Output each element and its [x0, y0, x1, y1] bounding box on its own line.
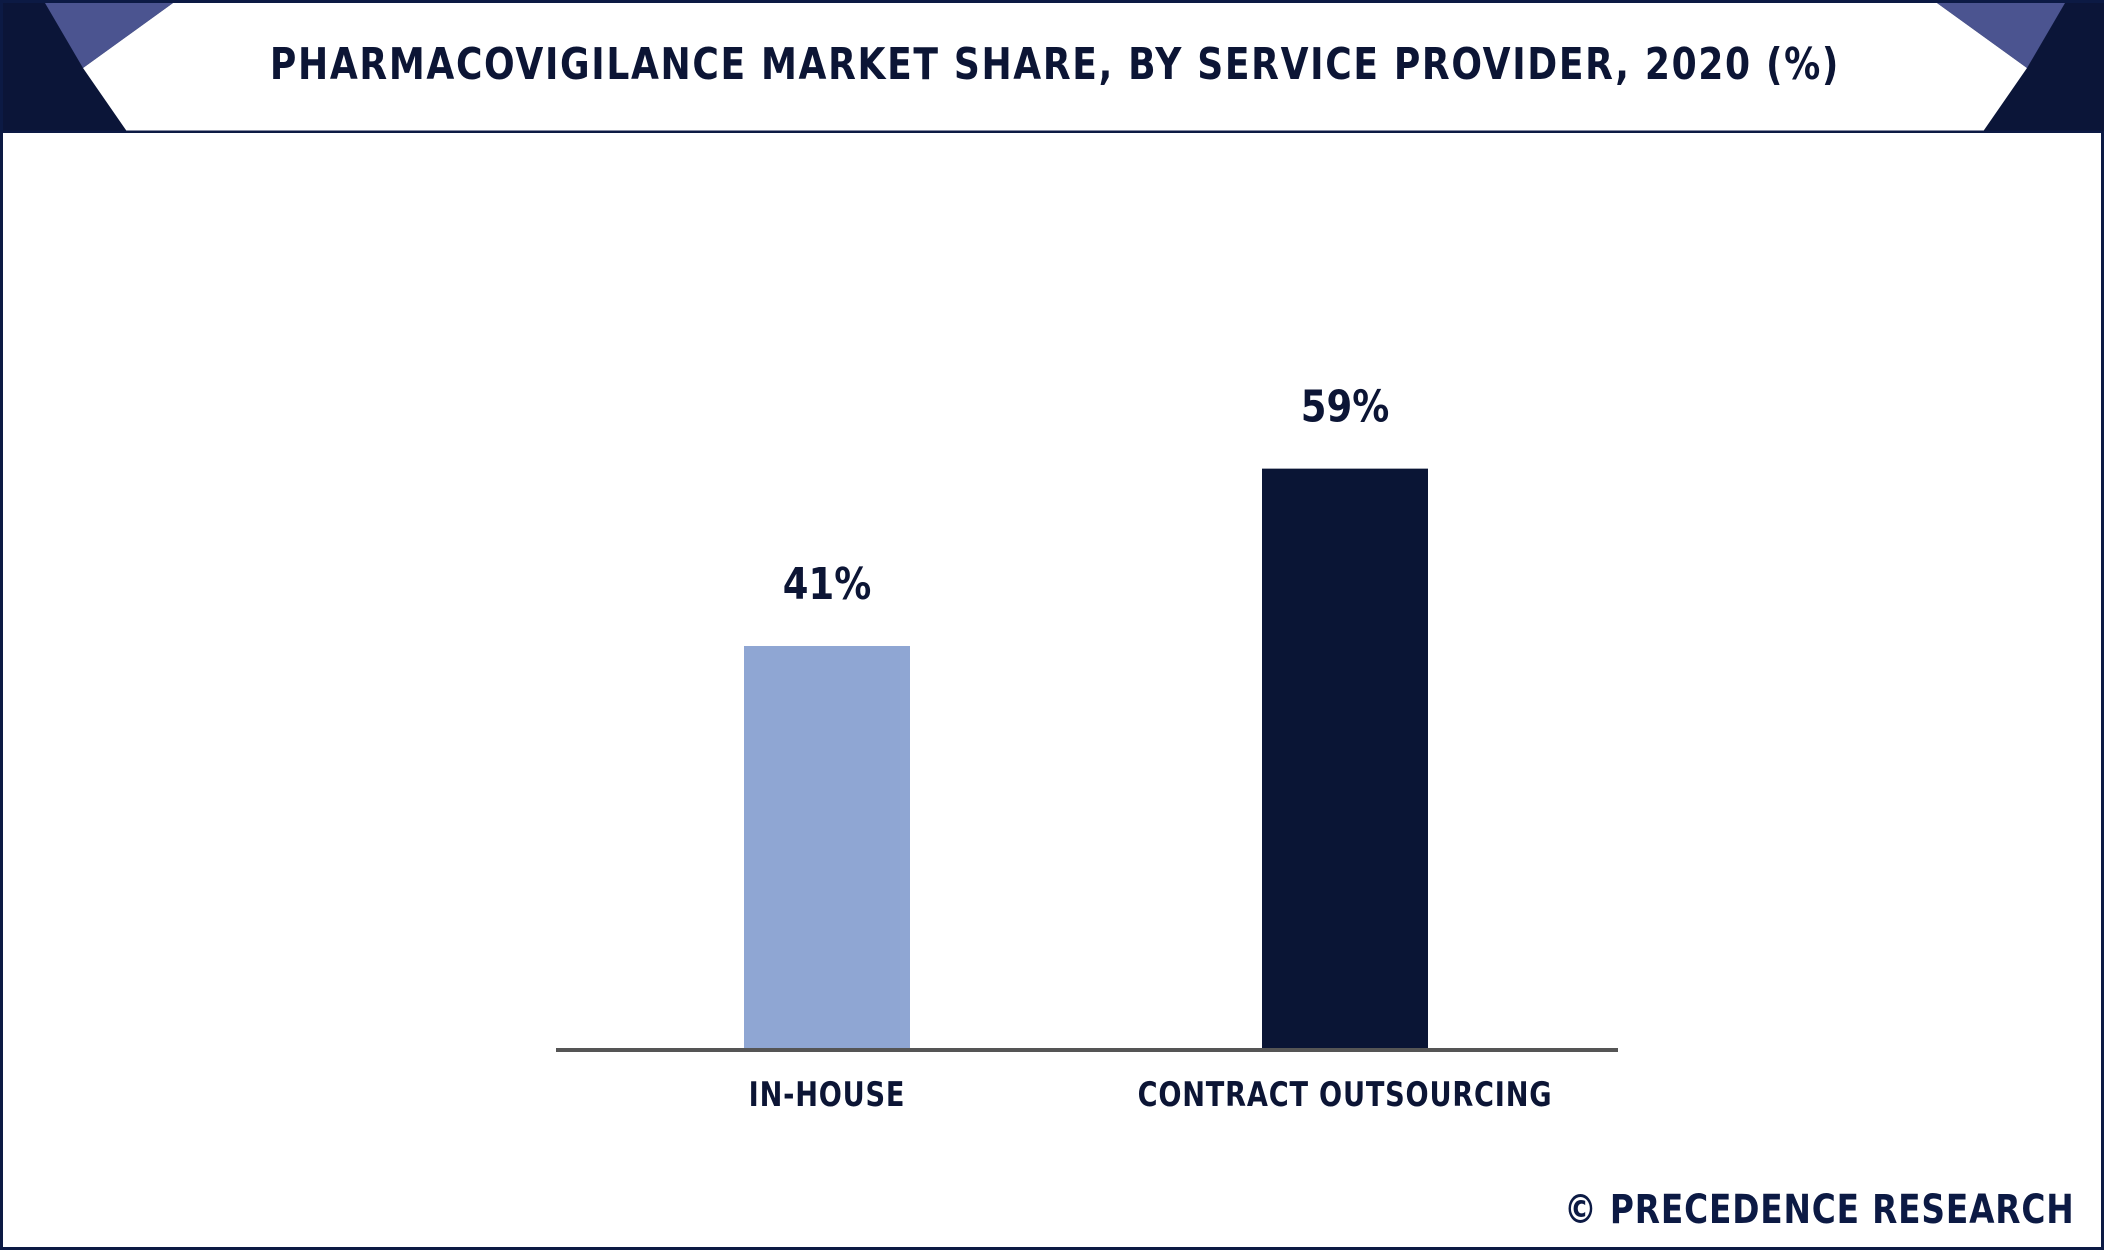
left-corner-dark [3, 3, 173, 133]
category-label-0: IN-HOUSE [749, 1075, 906, 1115]
data-label-1: 59% [1301, 380, 1389, 432]
brand-name: PRECEDENCE RESEARCH [1610, 1187, 2075, 1233]
copyright-icon: © [1564, 1187, 1599, 1233]
right-corner-dark [1937, 3, 2104, 133]
bar-chart: 41% IN-HOUSE 59% CONTRACT OUTSOURCING [556, 380, 1618, 1115]
bar-in-house [744, 646, 910, 1050]
category-label-1: CONTRACT OUTSOURCING [1138, 1075, 1553, 1115]
bar-contract-outsourcing [1262, 468, 1428, 1050]
left-corner-accent [45, 3, 173, 68]
footer-brand: © PRECEDENCE RESEARCH [1565, 1187, 2075, 1233]
header-banner: PHARMACOVIGILANCE MARKET SHARE, BY SERVI… [3, 3, 2104, 133]
chart-title: PHARMACOVIGILANCE MARKET SHARE, BY SERVI… [269, 39, 1841, 90]
right-corner-accent [1937, 3, 2065, 68]
data-label-0: 41% [783, 558, 871, 610]
header-decoration [3, 3, 2104, 133]
